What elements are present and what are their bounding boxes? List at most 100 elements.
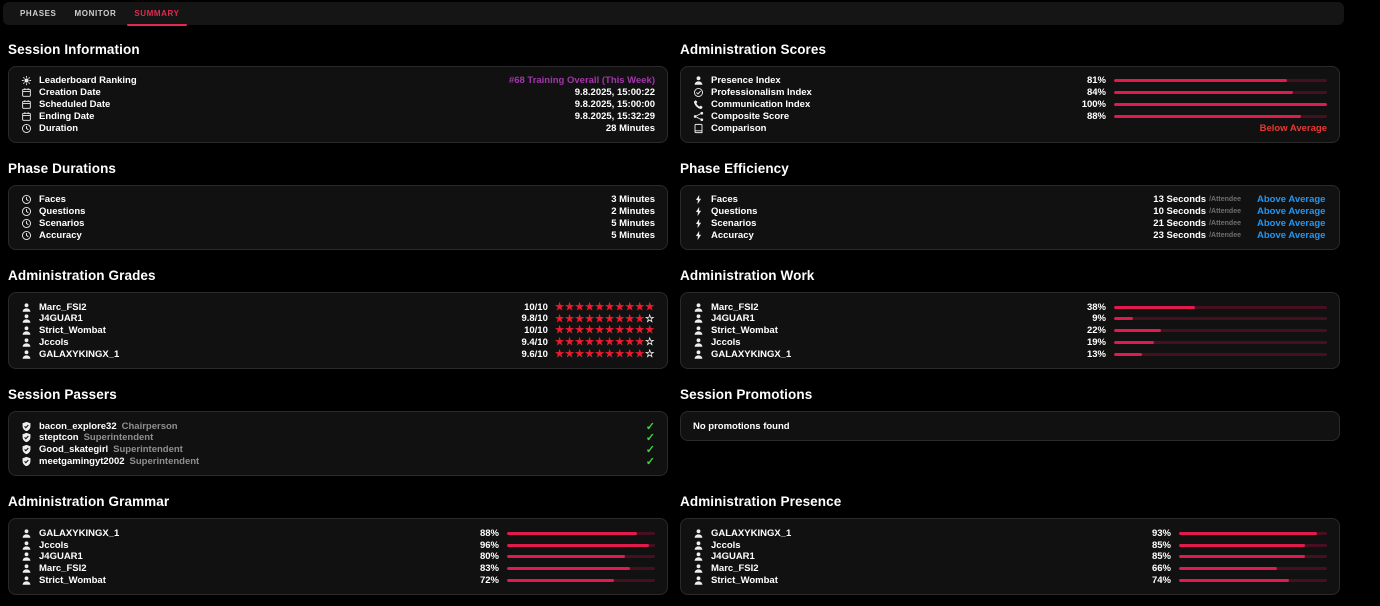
section-title-session-information: Session Information <box>8 42 140 57</box>
row-phase-durations: Faces 3 Minutes <box>21 194 655 206</box>
row-administration-work: J4GUAR1 9% <box>693 313 1327 325</box>
calendar-icon <box>21 99 32 110</box>
row-administration-presence: GALAXYKINGX_1 93% <box>693 527 1327 539</box>
row-administration-presence: Strict_Wombat 74% <box>693 575 1327 587</box>
section-session-promotions: Session Promotions No promotions found <box>680 375 1340 476</box>
row-label: Questions <box>711 206 758 218</box>
calendar-icon <box>21 111 32 122</box>
row-administration-grammar: J4GUAR1 80% <box>21 551 655 563</box>
progress-fill <box>1179 567 1277 571</box>
progress-track <box>1114 114 1327 118</box>
row-percent: 66% <box>1151 563 1171 575</box>
empty-state-row: No promotions found <box>693 420 1327 432</box>
person-icon <box>693 75 704 86</box>
row-label: Jccols <box>39 539 69 551</box>
row-administration-scores: Composite Score 88% <box>693 110 1327 122</box>
row-administration-presence: J4GUAR1 85% <box>693 551 1327 563</box>
row-label: Strict_Wombat <box>39 574 106 586</box>
row-administration-work: GALAXYKINGX_1 13% <box>693 348 1327 360</box>
row-score: 9.4/10 <box>521 336 548 348</box>
row-label: Jccols <box>39 336 69 348</box>
person-icon <box>21 313 32 324</box>
row-session-passers: bacon_explore32 Chairperson ✓ <box>21 420 655 433</box>
star-filled-icons: ★★★★★★★★★ <box>554 348 645 360</box>
row-value[interactable]: #68 Training Overall (This Week) <box>508 75 655 87</box>
row-label: Professionalism Index <box>711 87 812 99</box>
row-administration-work: Jccols 19% <box>693 337 1327 349</box>
row-unit: /Attendee <box>1209 208 1241 216</box>
row-label: Marc_FSI2 <box>39 301 87 313</box>
row-status: Above Average <box>1257 194 1326 206</box>
row-value: 3 Minutes <box>611 194 655 206</box>
row-label: Marc_FSI2 <box>711 301 759 313</box>
progress-fill <box>507 543 650 547</box>
tab-phases[interactable]: PHASES <box>11 2 66 25</box>
row-percent: 81% <box>1086 75 1106 87</box>
person-icon <box>693 325 704 336</box>
section-administration-scores: Administration Scores Presence Index 81% Pr… <box>680 30 1340 143</box>
progress-track <box>1114 352 1327 356</box>
card-administration-grammar: GALAXYKINGX_1 88% Jccols 96% J4GUAR1 80% Marc_… <box>8 518 668 596</box>
row-administration-scores: Communication Index 100% <box>693 99 1327 111</box>
section-session-information: Session Information Leaderboard Ranking #6… <box>8 30 668 143</box>
progress-track <box>1114 340 1327 344</box>
row-administration-scores: Professionalism Index 84% <box>693 87 1327 99</box>
progress-track <box>1114 329 1327 333</box>
row-label: Strict_Wombat <box>711 574 778 586</box>
row-percent: 19% <box>1086 336 1106 348</box>
progress-fill <box>1179 555 1305 559</box>
card-administration-grades: Marc_FSI2 10/10 ★★★★★★★★★★ J4GUAR1 9.8/10 ★★★… <box>8 292 668 370</box>
person-icon <box>21 551 32 562</box>
card-administration-work: Marc_FSI2 38% J4GUAR1 9% Strict_Wombat 22% Jcc… <box>680 292 1340 370</box>
tab-summary[interactable]: SUMMARY <box>125 2 188 26</box>
row-label: GALAXYKINGX_1 <box>711 527 792 539</box>
row-administration-scores: Comparison Below Average <box>693 122 1327 134</box>
person-icon <box>21 575 32 586</box>
row-percent: 80% <box>479 551 499 563</box>
card-administration-presence: GALAXYKINGX_1 93% Jccols 85% J4GUAR1 85% Marc_… <box>680 518 1340 596</box>
progress-track <box>1114 91 1327 95</box>
row-label: Leaderboard Ranking <box>39 75 137 87</box>
row-label: Creation Date <box>39 87 101 99</box>
section-session-passers: Session Passers bacon_explore32 Chairperso… <box>8 375 668 477</box>
passer-role: Superintendent <box>129 455 200 467</box>
section-phase-durations: Phase Durations Faces 3 Minutes Questions 2 … <box>8 149 668 251</box>
progress-fill <box>1114 317 1134 321</box>
row-value: 9.8.2025, 15:00:00 <box>574 98 655 110</box>
row-value: 9.8.2025, 15:32:29 <box>574 110 655 122</box>
row-value: 23 Seconds <box>1153 229 1207 241</box>
passer-name: bacon_explore32 <box>39 420 117 432</box>
row-session-information: Duration 28 Minutes <box>21 122 655 134</box>
progress-track <box>507 555 655 559</box>
person-icon <box>693 302 704 313</box>
passer-role: Superintendent <box>113 444 183 456</box>
row-administration-work: Marc_FSI2 38% <box>693 301 1327 313</box>
row-value: 5 Minutes <box>611 217 655 229</box>
card-session-promotions: No promotions found <box>680 411 1340 441</box>
row-status: Below Average <box>1259 122 1327 134</box>
passed-check-icon: ✓ <box>645 455 655 468</box>
row-percent: 9% <box>1092 313 1106 325</box>
row-value: 10 Seconds <box>1153 206 1207 218</box>
progress-track <box>507 531 655 535</box>
passer-name: Good_skategirl <box>39 444 109 456</box>
row-administration-grammar: GALAXYKINGX_1 88% <box>21 527 655 539</box>
row-label: Accuracy <box>39 229 82 241</box>
clock-icon <box>21 194 32 205</box>
progress-track <box>1114 102 1327 106</box>
row-administration-grammar: Jccols 96% <box>21 539 655 551</box>
person-icon <box>693 337 704 348</box>
row-score: 10/10 <box>524 325 548 337</box>
person-icon <box>693 575 704 586</box>
progress-track <box>1179 555 1327 559</box>
progress-track <box>507 543 655 547</box>
row-administration-grades: Strict_Wombat 10/10 ★★★★★★★★★★ <box>21 325 655 337</box>
row-label: Scenarios <box>711 217 757 229</box>
passed-check-icon: ✓ <box>645 444 655 457</box>
tab-monitor[interactable]: MONITOR <box>66 2 126 25</box>
row-session-information: Leaderboard Ranking #68 Training Overall … <box>21 75 655 87</box>
row-session-passers: meetgamingyt2002 Superintendent ✓ <box>21 456 655 468</box>
tab-phases-label: PHASES <box>20 9 57 18</box>
row-percent: 13% <box>1086 348 1106 360</box>
progress-fill <box>1114 114 1302 118</box>
